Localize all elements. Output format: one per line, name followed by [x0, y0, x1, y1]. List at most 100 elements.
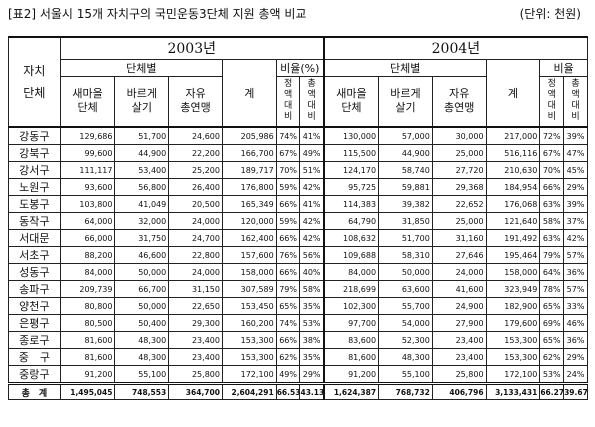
cell-saemaul-2003: 81,600 — [59, 348, 116, 366]
table-row: 송파구 209,739 66,700 31,150 307,589 79% 58% 218,6… — [8, 280, 588, 298]
cell-total-2003: 307,589 — [221, 280, 277, 298]
col-jayu-2003: 자유 총연맹 — [168, 75, 223, 128]
cell-saemaul-2004: 109,688 — [322, 246, 380, 264]
cell-bareuge-2004: 57,000 — [378, 126, 433, 145]
cell-total-ratio-2003: 53% — [299, 314, 325, 332]
cell-bareuge-2004: 54,000 — [378, 314, 433, 332]
cell-bareuge-2003: 48,300 — [114, 348, 170, 366]
cell-fixed-ratio-2004: 79% — [539, 246, 565, 264]
cell-total-2003: 176,800 — [221, 178, 277, 196]
cell-fixed-ratio-2004: 62% — [539, 348, 565, 366]
table-row: 양천구 80,800 50,000 22,650 153,450 65% 35% 102,30… — [8, 297, 588, 315]
org-header-2003: 단체별 — [59, 58, 223, 77]
cell-total-ratio-2004: 42% — [563, 229, 588, 247]
cell-bareuge-2003: 32,000 — [114, 212, 170, 230]
cell-total-ratio-2004: 37% — [563, 212, 588, 230]
table-row: 종로구 81,600 48,300 23,400 153,300 66% 38% 83,600… — [8, 331, 588, 349]
cell-total-2003: 158,000 — [221, 263, 277, 281]
cell-saemaul-2004: 102,300 — [322, 297, 380, 315]
cell-jayu-2003: 24,000 — [168, 263, 223, 281]
cell-fixed-ratio-2003: 66% — [275, 331, 301, 349]
cell-saemaul-2004: 124,170 — [322, 161, 380, 179]
cell-fixed-ratio-2004: 67% — [539, 144, 565, 162]
cell-total-ratio-2003: 38% — [299, 331, 325, 349]
cell-bareuge-2003: 31,750 — [114, 229, 170, 247]
cell-fixed-ratio-2004: 63% — [539, 195, 565, 213]
cell-total-2003: 165,349 — [221, 195, 277, 213]
cell-total-2004: 176,068 — [485, 195, 541, 213]
cell-total-2004: 191,492 — [485, 229, 541, 247]
cell-total-ratio-2003: 58% — [299, 280, 325, 298]
cell-jayu-2003: 23,400 — [168, 348, 223, 366]
cell-total-2004: 3,133,431 — [485, 382, 541, 400]
table-row: 도봉구 103,800 41,049 20,500 165,349 66% 41% 114,3… — [8, 195, 588, 213]
cell-region: 양천구 — [8, 297, 61, 315]
cell-fixed-ratio-2003: 74% — [275, 126, 301, 145]
cell-total-ratio-2004: 36% — [563, 331, 588, 349]
cell-bareuge-2003: 50,000 — [114, 263, 170, 281]
cell-fixed-ratio-2003: 66.53 — [275, 382, 301, 400]
cell-jayu-2004: 31,160 — [431, 229, 487, 247]
cell-saemaul-2004: 81,600 — [322, 348, 380, 366]
cell-saemaul-2004: 108,632 — [322, 229, 380, 247]
cell-fixed-ratio-2004: 53% — [539, 365, 565, 384]
cell-fixed-ratio-2004: 78% — [539, 280, 565, 298]
cell-jayu-2004: 25,800 — [431, 365, 487, 384]
cell-total-ratio-2003: 42% — [299, 212, 325, 230]
cell-total-2003: 166,700 — [221, 144, 277, 162]
cell-saemaul-2003: 80,500 — [59, 314, 116, 332]
col-bareuge-2004: 바르게 살기 — [378, 75, 433, 128]
cell-jayu-2004: 30,000 — [431, 126, 487, 145]
col-total-ratio-2004: 총 액 대 비 — [563, 75, 588, 128]
cell-jayu-2003: 22,650 — [168, 297, 223, 315]
cell-bareuge-2004: 39,382 — [378, 195, 433, 213]
cell-jayu-2003: 31,150 — [168, 280, 223, 298]
cell-fixed-ratio-2003: 66% — [275, 263, 301, 281]
cell-total-2004: 172,100 — [485, 365, 541, 384]
cell-saemaul-2003: 66,000 — [59, 229, 116, 247]
cell-jayu-2004: 29,368 — [431, 178, 487, 196]
cell-saemaul-2003: 129,686 — [59, 126, 116, 145]
cell-saemaul-2004: 64,790 — [322, 212, 380, 230]
cell-total-ratio-2003: 49% — [299, 144, 325, 162]
cell-saemaul-2004: 97,700 — [322, 314, 380, 332]
cell-saemaul-2003: 93,600 — [59, 178, 116, 196]
col-saemaul-2004: 새마을 단체 — [322, 75, 380, 128]
cell-bareuge-2004: 58,740 — [378, 161, 433, 179]
cell-total-ratio-2003: 42% — [299, 229, 325, 247]
cell-jayu-2004: 27,720 — [431, 161, 487, 179]
cell-fixed-ratio-2004: 69% — [539, 314, 565, 332]
cell-jayu-2003: 25,800 — [168, 365, 223, 384]
cell-total-ratio-2003: 43.13 — [299, 382, 325, 400]
cell-saemaul-2004: 130,000 — [322, 126, 380, 145]
cell-fixed-ratio-2003: 49% — [275, 365, 301, 384]
org-header-2004: 단체별 — [322, 58, 487, 77]
cell-region: 총 계 — [8, 382, 61, 400]
cell-total-2004: 121,640 — [485, 212, 541, 230]
cell-total-ratio-2004: 57% — [563, 246, 588, 264]
cell-jayu-2003: 23,400 — [168, 331, 223, 349]
cell-bareuge-2003: 50,400 — [114, 314, 170, 332]
cell-saemaul-2003: 103,800 — [59, 195, 116, 213]
cell-jayu-2004: 22,652 — [431, 195, 487, 213]
cell-jayu-2004: 25,000 — [431, 144, 487, 162]
cell-total-2003: 153,300 — [221, 348, 277, 366]
cell-total-2003: 205,986 — [221, 126, 277, 145]
cell-fixed-ratio-2004: 66.27 — [539, 382, 565, 400]
cell-fixed-ratio-2004: 64% — [539, 263, 565, 281]
col-jayu-2004: 자유 총연맹 — [431, 75, 487, 128]
cell-saemaul-2003: 209,739 — [59, 280, 116, 298]
cell-region: 강서구 — [8, 161, 61, 179]
cell-total-2003: 153,300 — [221, 331, 277, 349]
cell-jayu-2003: 22,200 — [168, 144, 223, 162]
cell-saemaul-2003: 80,800 — [59, 297, 116, 315]
cell-fixed-ratio-2003: 59% — [275, 212, 301, 230]
cell-bareuge-2003: 748,553 — [114, 382, 170, 400]
cell-total-2004: 195,464 — [485, 246, 541, 264]
cell-jayu-2004: 25,000 — [431, 212, 487, 230]
cell-fixed-ratio-2004: 66% — [539, 178, 565, 196]
cell-total-ratio-2003: 56% — [299, 246, 325, 264]
cell-jayu-2004: 27,646 — [431, 246, 487, 264]
cell-fixed-ratio-2003: 79% — [275, 280, 301, 298]
cell-jayu-2004: 24,000 — [431, 263, 487, 281]
